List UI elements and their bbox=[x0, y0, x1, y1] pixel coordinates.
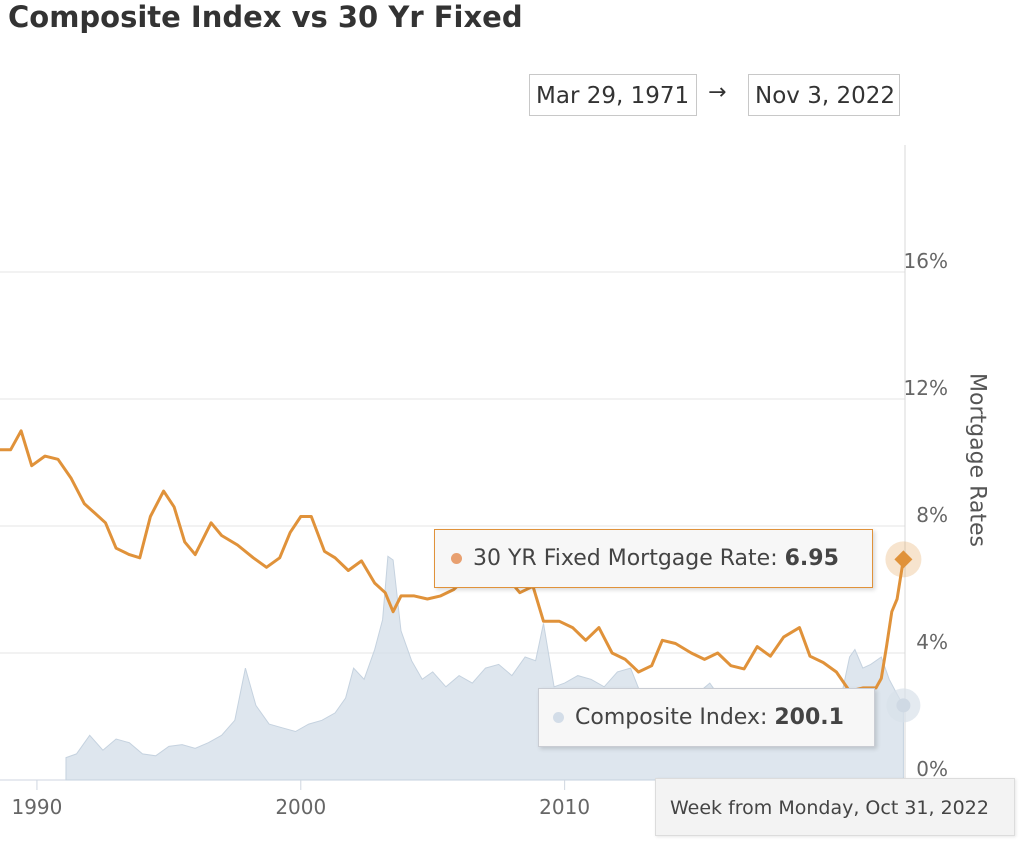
y-tick-label: 4% bbox=[916, 630, 948, 654]
composite-tooltip-label: Composite Index: bbox=[575, 705, 775, 730]
x-tick-label: 1990 bbox=[11, 795, 62, 819]
mortgage-tooltip-value: 6.95 bbox=[784, 546, 839, 571]
range-end-input[interactable]: Nov 3, 2022 bbox=[748, 74, 900, 116]
x-tick-label: 2010 bbox=[539, 795, 590, 819]
y-tick-label: 8% bbox=[916, 503, 948, 527]
mortgage-tooltip-label: 30 YR Fixed Mortgage Rate: bbox=[473, 546, 785, 571]
range-arrow-icon: → bbox=[708, 80, 727, 105]
mortgage-rate-line bbox=[0, 429, 905, 693]
composite-legend-dot-icon bbox=[553, 712, 564, 723]
range-start-input[interactable]: Mar 29, 1971 bbox=[529, 74, 697, 116]
y-axis-title: Mortgage Rates bbox=[964, 373, 990, 547]
y-tick-label: 12% bbox=[904, 376, 948, 400]
composite-tooltip: Composite Index: 200.1 bbox=[538, 688, 875, 747]
y-tick-label: 0% bbox=[916, 757, 948, 781]
composite-tooltip-value: 200.1 bbox=[774, 705, 844, 730]
x-tick-label: 2000 bbox=[275, 795, 326, 819]
mortgage-hover-marker-icon bbox=[894, 550, 913, 569]
y-tick-label: 16% bbox=[904, 249, 948, 273]
chart-title: Composite Index vs 30 Yr Fixed bbox=[8, 0, 523, 34]
mortgage-legend-dot-icon bbox=[451, 553, 462, 564]
week-tooltip: Week from Monday, Oct 31, 2022 bbox=[655, 778, 1015, 836]
composite-hover-marker bbox=[896, 698, 911, 713]
mortgage-tooltip: 30 YR Fixed Mortgage Rate: 6.95 bbox=[434, 529, 873, 588]
